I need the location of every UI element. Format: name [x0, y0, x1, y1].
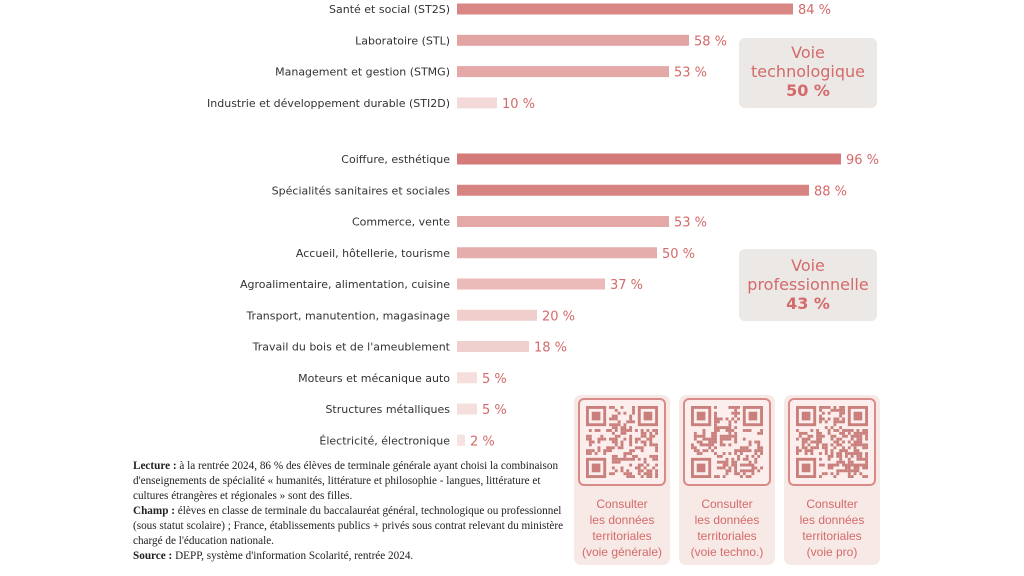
bar [457, 309, 537, 321]
value-label: 88 % [814, 184, 847, 199]
champ-label: Champ : [133, 505, 175, 517]
panel-percent: 50 % [786, 81, 830, 100]
category-label: Coiffure, esthétique [341, 153, 450, 166]
bar [457, 372, 477, 384]
value-label: 37 % [610, 278, 643, 293]
value-label: 2 % [470, 434, 495, 449]
bar [457, 247, 657, 259]
champ-text: élèves en classe de terminale du baccala… [133, 505, 564, 547]
qr-caption-line: les données [799, 513, 865, 527]
qr-caption-line: (voie pro) [806, 545, 858, 559]
bar [457, 216, 669, 227]
lecture-note: Lecture : à la rentrée 2024, 86 % des él… [133, 459, 573, 504]
voie-professionnelle-panel: Voie professionnelle 43 % [739, 249, 877, 321]
qr-card-voie-pro[interactable]: Consulter les données territoriales (voi… [784, 395, 880, 565]
value-label: 53 % [674, 216, 707, 231]
qr-pattern [796, 406, 868, 478]
qr-caption-line: les données [589, 513, 655, 527]
qr-code-icon[interactable] [683, 398, 771, 486]
qr-caption-line: (voie techno.) [690, 545, 764, 559]
qr-caption-line: territoriales [802, 529, 862, 543]
source-text: DEPP, système d'information Scolarité, r… [172, 550, 414, 562]
bar [457, 184, 809, 196]
value-label: 5 % [482, 372, 507, 387]
category-label: Transport, manutention, magasinage [245, 309, 450, 322]
panel-title: Voie professionnelle [747, 256, 869, 294]
category-label: Santé et social (ST2S) [329, 3, 450, 16]
category-label: Spécialités sanitaires et sociales [272, 184, 451, 197]
category-label: Structures métalliques [325, 403, 450, 416]
qr-caption[interactable]: Consulter les données territoriales (voi… [784, 496, 880, 560]
qr-caption[interactable]: Consulter les données territoriales (voi… [679, 496, 775, 560]
panel-title: Voie technologique [751, 43, 865, 81]
value-label: 18 % [534, 341, 567, 356]
category-label: Laboratoire (STL) [355, 34, 450, 47]
value-label: 20 % [542, 309, 575, 324]
value-label: 5 % [482, 403, 507, 418]
qr-code-icon[interactable] [578, 398, 666, 486]
value-label: 96 % [846, 153, 879, 168]
panel-percent: 43 % [786, 294, 830, 313]
bar [457, 153, 841, 165]
lecture-text: à la rentrée 2024, 86 % des élèves de te… [133, 460, 559, 502]
voie-technologique-panel: Voie technologique 50 % [739, 38, 877, 108]
qr-card-voie-generale[interactable]: Consulter les données territoriales (voi… [574, 395, 670, 565]
qr-card-voie-techno[interactable]: Consulter les données territoriales (voi… [679, 395, 775, 565]
value-label: 84 % [798, 3, 831, 18]
qr-pattern [691, 406, 763, 478]
category-label: Agroalimentaire, alimentation, cuisine [240, 278, 450, 291]
value-label: 53 % [674, 66, 707, 81]
category-label: Électricité, électronique [319, 434, 450, 447]
bar [457, 434, 465, 446]
bar [457, 278, 605, 290]
value-label: 50 % [662, 247, 695, 262]
qr-caption[interactable]: Consulter les données territoriales (voi… [574, 496, 670, 560]
qr-links: Consulter les données territoriales (voi… [574, 395, 880, 565]
qr-caption-line: (voie générale) [581, 545, 663, 559]
source-label: Source : [133, 550, 173, 562]
qr-code-icon[interactable] [788, 398, 876, 486]
category-label: Commerce, vente [352, 216, 450, 229]
bar [457, 97, 497, 109]
qr-caption-line: Consulter [596, 497, 648, 511]
bar [457, 403, 477, 415]
bar [457, 3, 793, 15]
bar [457, 341, 529, 352]
category-label: Accueil, hôtellerie, tourisme [296, 247, 450, 260]
qr-caption-line: les données [694, 513, 760, 527]
category-label: Management et gestion (STMG) [275, 66, 450, 79]
category-label: Travail du bois et de l'ameublement [252, 341, 451, 354]
source-note: Source : DEPP, système d'information Sco… [133, 549, 573, 564]
qr-caption-line: Consulter [806, 497, 858, 511]
value-label: 10 % [502, 97, 535, 112]
bar [457, 34, 689, 46]
qr-caption-line: territoriales [592, 529, 652, 543]
lecture-label: Lecture : [133, 460, 177, 472]
value-label: 58 % [694, 34, 727, 49]
category-label: Industrie et développement durable (STI2… [207, 97, 450, 110]
qr-caption-line: Consulter [701, 497, 753, 511]
champ-note: Champ : élèves en classe de terminale du… [133, 504, 573, 549]
category-label: Moteurs et mécanique auto [298, 372, 450, 385]
bar [457, 66, 669, 78]
bar-chart: Santé et social (ST2S) 84 % Laboratoire (S… [207, 3, 879, 449]
chart-notes: Lecture : à la rentrée 2024, 86 % des él… [133, 459, 573, 564]
qr-pattern [586, 406, 658, 478]
qr-caption-line: territoriales [697, 529, 757, 543]
